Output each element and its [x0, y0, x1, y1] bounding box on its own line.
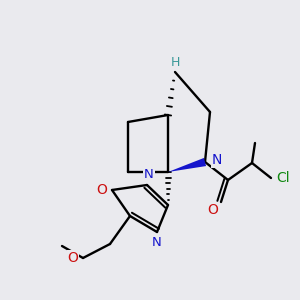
- Text: O: O: [97, 183, 107, 197]
- Text: N: N: [212, 153, 222, 167]
- Text: O: O: [208, 203, 218, 217]
- Polygon shape: [168, 158, 206, 172]
- Text: N: N: [144, 169, 154, 182]
- Text: N: N: [152, 236, 162, 250]
- Text: H: H: [170, 56, 180, 68]
- Text: Cl: Cl: [276, 171, 290, 185]
- Text: O: O: [68, 251, 78, 265]
